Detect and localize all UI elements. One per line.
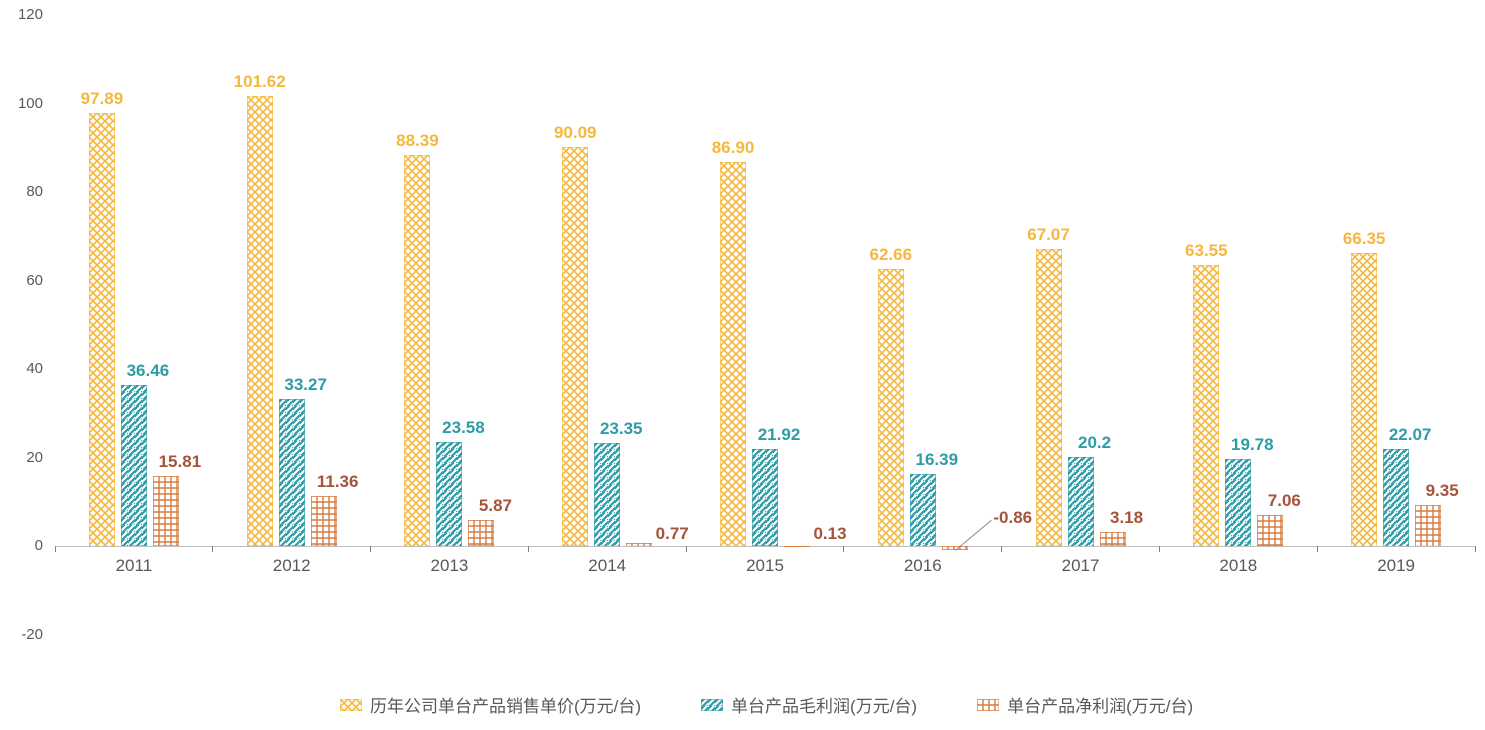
bar xyxy=(1351,253,1377,547)
data-label: 11.36 xyxy=(317,472,359,492)
legend-item: 单台产品毛利润(万元/台) xyxy=(701,692,917,717)
legend-label: 单台产品净利润(万元/台) xyxy=(1007,692,1193,717)
legend-item: 历年公司单台产品销售单价(万元/台) xyxy=(340,692,641,717)
x-tick xyxy=(843,546,844,552)
y-tick-label: 120 xyxy=(0,6,43,23)
data-label: 0.77 xyxy=(656,524,689,544)
data-label: 86.90 xyxy=(712,138,755,158)
data-label: 22.07 xyxy=(1389,425,1432,445)
bar xyxy=(752,449,778,546)
bar xyxy=(404,155,430,546)
data-label: 63.55 xyxy=(1185,241,1228,261)
bar xyxy=(1415,505,1441,546)
x-tick xyxy=(1001,546,1002,552)
x-category-label: 2014 xyxy=(588,556,626,576)
data-label: 23.58 xyxy=(442,418,485,438)
bar xyxy=(1225,459,1251,547)
x-category-label: 2018 xyxy=(1219,556,1257,576)
data-label: 67.07 xyxy=(1027,225,1070,245)
data-label: 97.89 xyxy=(81,89,124,109)
x-axis-line xyxy=(55,546,1475,547)
bar xyxy=(121,385,147,546)
x-category-label: 2011 xyxy=(116,556,153,576)
bar xyxy=(784,546,810,547)
x-tick xyxy=(1159,546,1160,552)
bar xyxy=(468,520,494,546)
x-tick xyxy=(686,546,687,552)
data-label: 101.62 xyxy=(234,72,286,92)
x-category-label: 2016 xyxy=(904,556,942,576)
legend-swatch xyxy=(977,699,999,711)
bar xyxy=(279,399,305,546)
y-tick-label: 20 xyxy=(0,449,43,466)
bar xyxy=(247,96,273,546)
y-tick-label: -20 xyxy=(0,626,43,643)
data-label: 33.27 xyxy=(284,375,327,395)
x-category-label: 2015 xyxy=(746,556,784,576)
data-label: 66.35 xyxy=(1343,229,1386,249)
bar xyxy=(311,496,337,546)
x-tick xyxy=(528,546,529,552)
bar xyxy=(153,476,179,546)
x-category-label: 2012 xyxy=(273,556,311,576)
data-label: 19.78 xyxy=(1231,435,1274,455)
data-label: 5.87 xyxy=(479,496,512,516)
data-label: 9.35 xyxy=(1426,481,1459,501)
y-tick-label: 40 xyxy=(0,360,43,377)
x-tick xyxy=(1475,546,1476,552)
bar xyxy=(436,442,462,546)
data-label: 16.39 xyxy=(915,450,958,470)
y-tick-label: 60 xyxy=(0,272,43,289)
bar xyxy=(1193,265,1219,546)
x-category-label: 2019 xyxy=(1377,556,1415,576)
data-label: 3.18 xyxy=(1110,508,1143,528)
bar xyxy=(1036,249,1062,546)
data-label: 0.13 xyxy=(813,524,846,544)
data-label: 21.92 xyxy=(758,425,801,445)
x-tick xyxy=(1317,546,1318,552)
legend-item: 单台产品净利润(万元/台) xyxy=(977,692,1193,717)
bar xyxy=(626,543,652,546)
x-category-label: 2013 xyxy=(431,556,469,576)
x-tick xyxy=(370,546,371,552)
data-label: 36.46 xyxy=(127,361,170,381)
data-label: 23.35 xyxy=(600,419,643,439)
bar xyxy=(720,162,746,547)
data-label: 88.39 xyxy=(396,131,439,151)
bar xyxy=(1383,449,1409,547)
x-tick xyxy=(212,546,213,552)
legend-swatch xyxy=(701,699,723,711)
bar xyxy=(562,147,588,546)
data-label: 62.66 xyxy=(869,245,912,265)
bar xyxy=(878,269,904,546)
legend-label: 历年公司单台产品销售单价(万元/台) xyxy=(370,692,641,717)
legend: 历年公司单台产品销售单价(万元/台) 单台产品毛利润(万元/台) 单台产品净利润(万… xyxy=(340,692,1193,717)
data-label: -0.86 xyxy=(993,508,1032,528)
data-label: 90.09 xyxy=(554,123,597,143)
x-tick xyxy=(55,546,56,552)
data-label: 7.06 xyxy=(1268,491,1301,511)
bar xyxy=(594,443,620,546)
legend-label: 单台产品毛利润(万元/台) xyxy=(731,692,917,717)
y-tick-label: 80 xyxy=(0,183,43,200)
bar xyxy=(89,113,115,547)
grouped-bar-chart: -20 0 20 40 60 80 100 120 2011 2012 2013 2014 2015 20… xyxy=(0,0,1485,730)
bar xyxy=(1068,457,1094,546)
data-label: 20.2 xyxy=(1078,433,1111,453)
y-tick-label: 0 xyxy=(0,537,43,554)
bar xyxy=(1257,515,1283,546)
data-label: 15.81 xyxy=(159,452,202,472)
bar xyxy=(1100,532,1126,546)
legend-swatch xyxy=(340,699,362,711)
y-tick-label: 100 xyxy=(0,95,43,112)
x-category-label: 2017 xyxy=(1062,556,1100,576)
bar xyxy=(910,474,936,547)
